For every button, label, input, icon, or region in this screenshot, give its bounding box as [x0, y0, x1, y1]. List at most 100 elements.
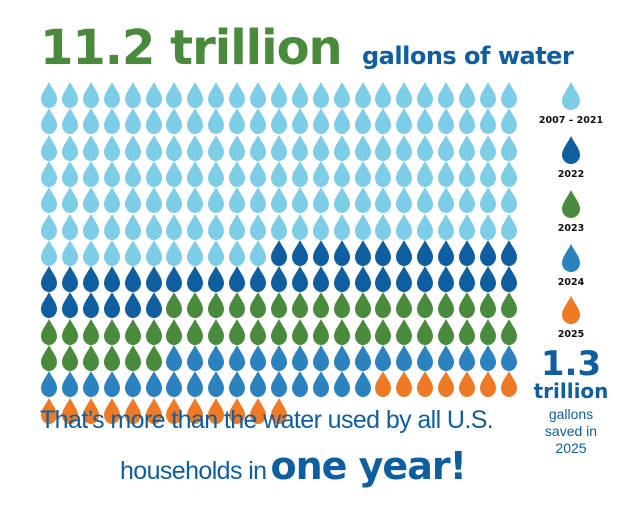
- water-drop-icon: [145, 160, 163, 187]
- water-drop-icon: [354, 108, 372, 135]
- water-drop-icon: [333, 134, 351, 161]
- water-drop-icon: [416, 82, 434, 108]
- water-drop-icon: [458, 239, 476, 266]
- water-drop-icon: [479, 82, 497, 108]
- water-drop-icon: [40, 160, 58, 187]
- water-drop-icon: [395, 134, 413, 161]
- water-drop-icon: [312, 371, 330, 398]
- water-drop-icon: [40, 318, 58, 345]
- water-drop-icon: [82, 134, 100, 161]
- water-drop-icon: [416, 108, 434, 135]
- water-drop-icon: [145, 213, 163, 240]
- water-drop-icon: [312, 134, 330, 161]
- water-drop-icon: [145, 318, 163, 345]
- tagline-line2-text: households in: [120, 457, 267, 485]
- saved-unit: trillion: [533, 379, 609, 403]
- water-drop-icon: [479, 160, 497, 187]
- water-drop-icon: [270, 318, 288, 345]
- water-drop-icon: [124, 187, 142, 214]
- water-drop-icon: [437, 82, 455, 108]
- water-drop-icon: [61, 371, 79, 398]
- water-drop-icon: [354, 160, 372, 187]
- water-drop-icon: [458, 187, 476, 214]
- water-drop-icon: [145, 345, 163, 371]
- water-drop-icon: [416, 213, 434, 240]
- water-drop-icon: [291, 239, 309, 266]
- water-drop-icon: [207, 318, 225, 345]
- water-drop-icon: [228, 292, 246, 319]
- water-drop-icon: [145, 239, 163, 266]
- water-drop-icon: [437, 239, 455, 266]
- water-drop-icon: [500, 239, 518, 266]
- water-drop-icon: [103, 318, 121, 345]
- water-drop-icon: [312, 292, 330, 319]
- water-drop-icon: [228, 160, 246, 187]
- water-drop-icon: [82, 108, 100, 135]
- water-drop-icon: [40, 187, 58, 214]
- legend-item-2023: 2023: [528, 190, 614, 234]
- saved-text-line2: saved in: [544, 423, 598, 439]
- water-drop-icon: [312, 266, 330, 293]
- water-drop-icon: [82, 318, 100, 345]
- water-drop-icon: [270, 397, 288, 424]
- water-drop-icon: [124, 318, 142, 345]
- water-drop-icon: [103, 266, 121, 293]
- water-drop-icon: [479, 108, 497, 135]
- legend-item-2007-2021: 2007 – 2021: [528, 82, 614, 126]
- water-drop-icon: [416, 266, 434, 293]
- water-drop-icon: [249, 213, 267, 240]
- water-drop-icon: [416, 318, 434, 345]
- water-drop-icon: [145, 266, 163, 293]
- water-drop-icon: [165, 239, 183, 266]
- water-drop-icon: [374, 371, 392, 398]
- water-drop-icon: [165, 187, 183, 214]
- water-drop-icon: [437, 187, 455, 214]
- water-drop-icon: [333, 82, 351, 108]
- water-drop-icon: [270, 213, 288, 240]
- water-drop-icon: [562, 296, 580, 324]
- water-drop-icon: [291, 82, 309, 108]
- water-drop-icon: [500, 82, 518, 108]
- water-drop-icon: [270, 160, 288, 187]
- water-drop-icon: [500, 108, 518, 135]
- water-drop-icon: [228, 82, 246, 108]
- tagline-line1: That’s more than the water used by all U…: [40, 406, 494, 434]
- water-drop-icon: [228, 108, 246, 135]
- water-drop-icon: [374, 318, 392, 345]
- water-drop-icon: [374, 213, 392, 240]
- water-drop-icon: [395, 345, 413, 371]
- water-drop-icon: [437, 108, 455, 135]
- water-drop-icon: [249, 160, 267, 187]
- water-drop-icon: [207, 134, 225, 161]
- water-drop-icon: [562, 136, 580, 164]
- water-drop-icon: [207, 108, 225, 135]
- headline-unit: gallons of water: [362, 42, 574, 70]
- legend-label: 2025: [557, 329, 585, 340]
- water-drop-icon: [333, 187, 351, 214]
- water-drop-icon: [458, 345, 476, 371]
- water-drop-icon: [103, 108, 121, 135]
- water-drop-icon: [562, 244, 580, 272]
- water-drop-icon: [312, 213, 330, 240]
- water-drop-icon: [500, 160, 518, 187]
- water-drop-icon: [374, 134, 392, 161]
- water-drop-icon: [354, 82, 372, 108]
- water-drop-icon: [165, 82, 183, 108]
- water-drop-icon: [124, 82, 142, 108]
- water-drop-icon: [165, 318, 183, 345]
- water-drop-icon: [186, 134, 204, 161]
- water-drop-icon: [437, 345, 455, 371]
- water-drop-icon: [249, 371, 267, 398]
- water-drop-icon: [228, 213, 246, 240]
- water-drop-icon: [479, 292, 497, 319]
- saved-callout: 1.3 trillion gallons saved in 2025: [528, 346, 614, 457]
- water-drop-icon: [437, 371, 455, 398]
- water-drop-icon: [333, 108, 351, 135]
- water-drop-icon: [374, 160, 392, 187]
- water-drop-icon: [312, 318, 330, 345]
- headline-amount: 11.2 trillion: [40, 20, 343, 76]
- water-drop-icon: [82, 160, 100, 187]
- legend-label: 2022: [557, 169, 585, 180]
- water-drop-icon: [249, 397, 267, 424]
- water-drop-icon: [249, 266, 267, 293]
